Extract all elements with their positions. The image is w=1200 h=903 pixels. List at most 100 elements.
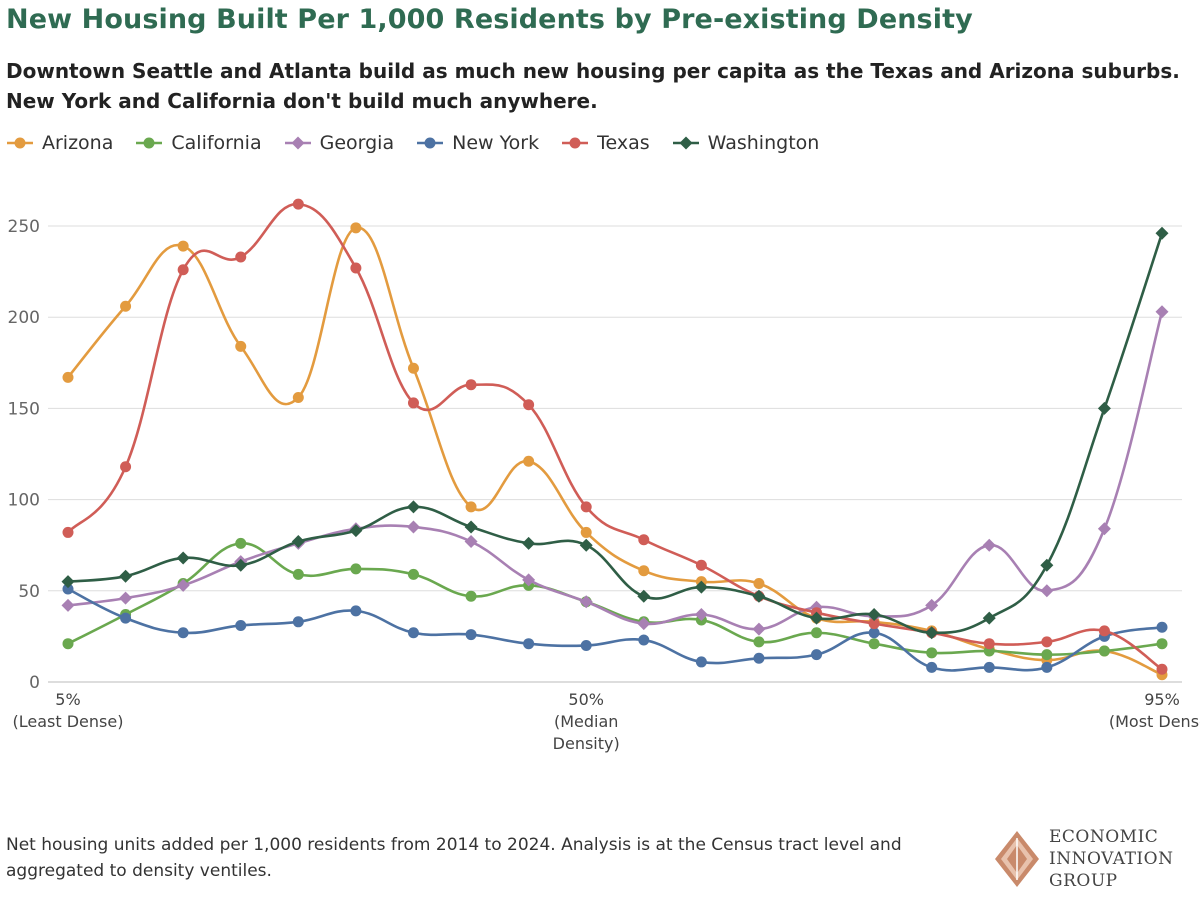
legend-item-washington[interactable]: Washington [672,132,820,154]
legend: Arizona California Georgia New York Texas Was… [6,132,841,154]
series-new-york [62,583,1168,673]
point-washington-19 [1097,401,1111,415]
point-arizona-4 [235,340,247,352]
legend-swatch-new-york [417,137,444,149]
point-washington-13 [752,589,766,603]
point-new-york-9 [523,638,535,650]
legend-marker [424,137,436,149]
chart-subtitle: Downtown Seattle and Atlanta build as mu… [6,59,1180,113]
point-texas-9 [523,399,535,411]
footnote: Net housing units added per 1,000 reside… [6,835,902,881]
eig-logo: ECONOMIC INNOVATION GROUP [993,826,1173,892]
chart-title: New Housing Built Per 1,000 Residents by… [6,4,973,35]
point-new-york-17 [983,661,995,673]
point-arizona-10 [580,526,592,538]
series-line-new-york [67,587,1163,672]
point-arizona-6 [350,222,362,234]
legend-label: New York [452,132,540,154]
legend-swatch-georgia [284,136,311,150]
point-arizona-5 [292,391,304,403]
point-washington-15 [867,608,881,622]
logo-line-1: ECONOMIC [1049,827,1159,847]
point-california-1 [62,638,74,650]
legend-label: Washington [707,132,820,154]
point-washington-3 [176,551,190,565]
point-georgia-3 [176,578,190,592]
series-line-washington [67,232,1164,635]
point-georgia-12 [694,608,708,622]
point-new-york-6 [350,605,362,617]
point-georgia-13 [752,622,766,636]
y-tick-label-250: 250 [8,217,40,237]
point-georgia-11 [637,617,651,631]
series-washington [61,226,1169,640]
series-georgia [61,305,1169,636]
point-new-york-13 [753,652,765,664]
x-tick-label: (Most Dense) [1109,712,1200,731]
point-georgia-18 [1040,584,1054,598]
point-georgia-16 [925,598,939,612]
point-arizona-2 [120,300,132,312]
point-california-5 [292,568,304,580]
legend-label: Georgia [319,132,395,154]
diamond-logo-icon [995,831,1039,887]
point-washington-20 [1155,226,1169,240]
point-arizona-1 [62,371,74,383]
point-georgia-2 [119,591,133,605]
x-tick-label: (Least Dense) [13,712,124,731]
point-washington-10 [579,538,593,552]
series-line-arizona [66,226,1163,676]
point-texas-2 [120,461,132,473]
point-washington-6 [349,524,363,538]
point-washington-18 [1040,558,1054,572]
legend-item-new-york[interactable]: New York [416,132,539,154]
point-texas-5 [292,198,304,210]
point-california-13 [753,636,765,648]
point-new-york-10 [580,640,592,652]
point-washington-11 [637,589,651,603]
point-georgia-19 [1097,522,1111,536]
legend-marker [569,137,581,149]
y-tick-label-100: 100 [8,491,40,511]
x-tick-label: 50% [568,690,604,709]
logo-line-2: INNOVATION [1049,849,1174,869]
point-new-york-5 [292,616,304,628]
point-new-york-8 [465,629,477,641]
point-texas-17 [983,638,995,650]
legend-swatch-texas [562,137,589,149]
point-california-14 [811,627,823,639]
point-texas-20 [1156,663,1168,675]
point-california-20 [1156,638,1168,650]
point-new-york-1 [62,583,74,595]
legend-label: California [171,132,262,154]
point-georgia-1 [61,598,75,612]
series-line-california [67,542,1163,656]
point-georgia-10 [579,595,593,609]
point-california-4 [235,537,247,549]
point-georgia-17 [982,538,996,552]
legend-item-texas[interactable]: Texas [561,132,650,154]
legend-swatch-california [136,137,163,149]
point-arizona-8 [465,501,477,513]
point-arizona-7 [407,362,419,374]
point-washington-2 [119,569,133,583]
point-texas-7 [407,397,419,409]
point-georgia-20 [1155,305,1169,319]
point-washington-4 [234,558,248,572]
point-new-york-11 [638,634,650,646]
point-washington-7 [406,500,420,514]
legend-item-california[interactable]: California [135,132,262,154]
point-texas-15 [868,618,880,630]
legend-swatch-arizona [7,137,33,149]
point-washington-14 [810,611,824,625]
legend-marker [143,137,155,149]
point-arizona-11 [638,565,650,577]
point-new-york-18 [1041,661,1053,673]
y-tick-label-50: 50 [18,582,40,602]
point-arizona-3 [177,240,189,252]
point-washington-5 [291,535,305,549]
point-washington-12 [694,580,708,594]
legend-item-georgia[interactable]: Georgia [284,132,395,154]
legend-item-arizona[interactable]: Arizona [6,132,113,154]
point-arizona-13 [753,578,765,590]
